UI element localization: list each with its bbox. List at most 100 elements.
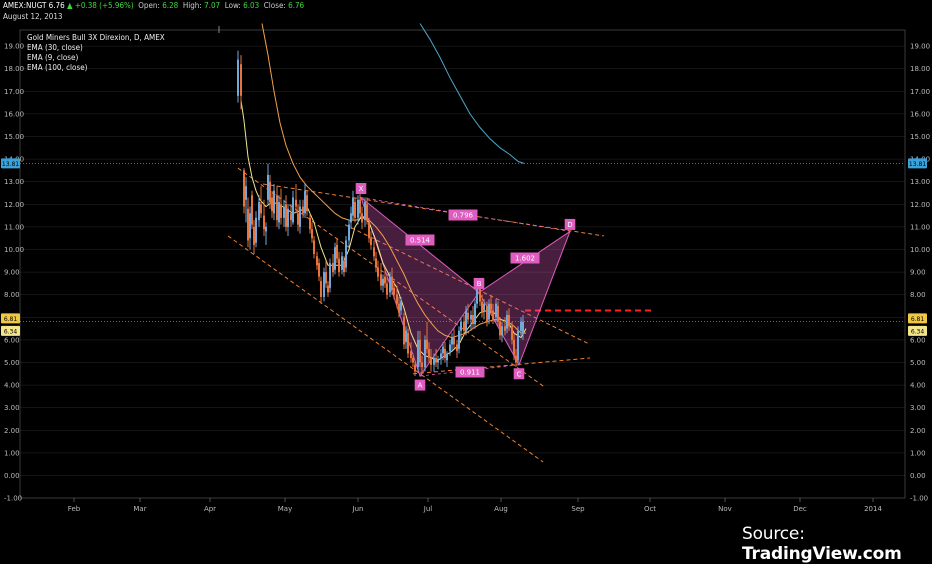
high-label: High: <box>183 1 202 10</box>
up-arrow-icon: ▲ <box>67 1 73 10</box>
y-tick-label-left: 3.00 <box>4 404 20 412</box>
y-tick-label-left: 6.00 <box>4 336 20 344</box>
x-tick-label: 2014 <box>864 505 882 513</box>
ratio-label-text: 0.911 <box>460 369 480 377</box>
candle-body <box>302 207 304 214</box>
y-tick-label-left: 10.00 <box>4 246 24 254</box>
candle-body <box>327 286 329 293</box>
x-tick-label: May <box>278 505 292 513</box>
chart-legend[interactable]: Gold Miners Bull 3X Direxion, D, AMEX EM… <box>27 33 165 73</box>
candle-body <box>364 202 366 220</box>
candle-body <box>258 202 260 220</box>
candle-body <box>348 225 350 241</box>
candle-body <box>366 204 368 220</box>
candle-body <box>243 170 245 206</box>
x-tick-label: Mar <box>133 505 146 513</box>
candle-body <box>255 218 257 243</box>
candle-body <box>456 344 458 351</box>
candle-body <box>386 283 388 294</box>
x-tick-label: Apr <box>204 505 216 513</box>
x-tick-label: Nov <box>718 505 732 513</box>
price-badge-left: 6.34 <box>1 326 20 336</box>
price-chart[interactable]: -1.00 -1.00 0.00 0.00 1.00 1.00 2.00 2.00 3.00 3.… <box>0 0 932 550</box>
candle-body <box>396 295 398 304</box>
candle-body <box>323 272 325 297</box>
ratio-label: 0.514 <box>406 235 435 246</box>
candle-body <box>245 186 247 200</box>
candle-body <box>410 351 412 358</box>
candle-body <box>249 213 251 238</box>
candle-body <box>522 322 524 333</box>
x-tick-label: Jul <box>423 505 433 513</box>
candle-body <box>444 349 446 358</box>
x-tick-label: Aug <box>494 505 508 513</box>
y-tick-label-right: 16.00 <box>910 110 930 118</box>
y-tick-label-left: 19.00 <box>4 43 24 51</box>
candle-body <box>295 200 297 207</box>
candle-body <box>426 340 428 349</box>
candle-body <box>382 279 384 286</box>
point-label-b-text: B <box>477 280 482 288</box>
candle-body <box>412 358 414 363</box>
axes: -1.00 -1.00 0.00 0.00 1.00 1.00 2.00 2.00 3.00 3.… <box>4 30 930 513</box>
candle-body <box>336 245 338 259</box>
candle-body <box>430 358 432 365</box>
legend-item-ema100[interactable]: EMA (100, close) <box>27 63 165 73</box>
source-watermark: Source: TradingView.com <box>742 524 932 564</box>
candle-body <box>435 358 437 363</box>
candle-body <box>283 207 285 218</box>
candle-body <box>267 175 269 200</box>
y-tick-label-right: 10.00 <box>910 246 930 254</box>
point-label-x: X <box>356 183 367 194</box>
candle-body <box>470 315 472 320</box>
candle-body <box>373 247 375 256</box>
candle-body <box>320 281 322 297</box>
candle-body <box>405 331 407 342</box>
candle-body <box>237 60 239 96</box>
pattern-bcd-triangle <box>479 231 570 364</box>
candle-body <box>501 326 503 335</box>
candle-body <box>417 340 419 367</box>
candle-body <box>271 198 273 212</box>
candle-body <box>433 358 435 365</box>
y-tick-label-right: -1.00 <box>910 495 928 503</box>
candle-body <box>265 227 267 232</box>
candle-body <box>334 247 336 270</box>
y-tick-label-right: 1.00 <box>910 449 926 457</box>
candle-body <box>368 222 370 238</box>
open-value: 6.28 <box>162 1 178 10</box>
legend-title: Gold Miners Bull 3X Direxion, D, AMEX <box>27 33 165 43</box>
y-tick-label-left: 0.00 <box>4 472 20 480</box>
price-badge-right: 6.34 <box>908 326 927 336</box>
low-label: Low: <box>225 1 241 10</box>
candle-body <box>506 315 508 329</box>
candle-body <box>479 288 481 302</box>
y-tick-label-left: 2.00 <box>4 427 20 435</box>
candle-body <box>370 238 372 245</box>
candle-body <box>403 317 405 344</box>
point-label-x-text: X <box>359 185 364 193</box>
legend-item-ema9[interactable]: EMA (9, close) <box>27 53 165 63</box>
y-tick-label-left: 17.00 <box>4 88 24 96</box>
point-label-a: A <box>415 380 426 391</box>
y-tick-label-left: 12.00 <box>4 201 24 209</box>
y-tick-label-left: 16.00 <box>4 110 24 118</box>
candle-body <box>247 209 249 241</box>
y-tick-label-right: 5.00 <box>910 359 926 367</box>
legend-item-ema30[interactable]: EMA (30, close) <box>27 43 165 53</box>
candle-body <box>492 311 494 320</box>
y-tick-label-left: -1.00 <box>4 495 22 503</box>
candle-body <box>499 322 501 336</box>
candle-body <box>437 360 439 362</box>
ratio-label: 0.796 <box>449 210 478 221</box>
y-tick-label-left: 4.00 <box>4 382 20 390</box>
candle-body <box>400 301 402 310</box>
y-tick-label-right: 8.00 <box>910 291 926 299</box>
candle-body <box>463 322 465 331</box>
candle-body <box>276 195 278 220</box>
y-tick-label-left: 8.00 <box>4 291 20 299</box>
ratio-label: 0.911 <box>456 367 485 378</box>
candle-body <box>306 195 308 211</box>
candles <box>219 26 524 376</box>
candle-body <box>442 347 444 354</box>
